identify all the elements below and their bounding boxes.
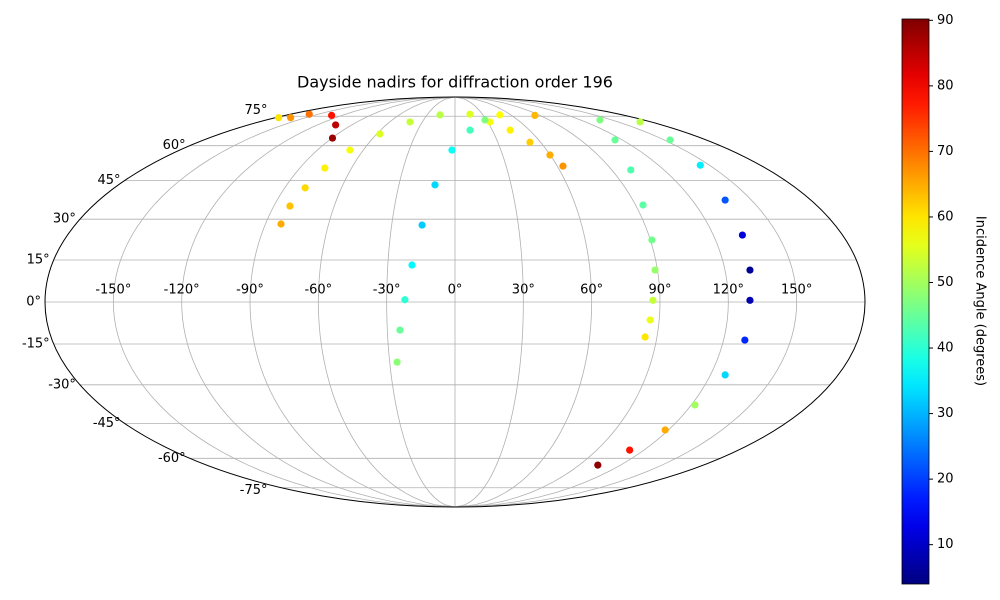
x-tick-label: 60°	[580, 283, 603, 298]
point	[559, 162, 567, 170]
colorbar-tick-label: 40	[937, 341, 954, 356]
point	[328, 134, 337, 142]
colorbar-label: Incidence Angle (degrees)	[973, 216, 988, 386]
colorbar-tick-label: 10	[937, 537, 954, 552]
y-tick-label: 60°	[163, 138, 186, 153]
point	[639, 201, 647, 209]
y-tick-label: -15°	[22, 336, 50, 351]
x-tick-label: -120°	[164, 283, 200, 298]
colorbar	[901, 18, 930, 585]
point	[408, 261, 416, 269]
y-tick-label: 30°	[53, 212, 76, 227]
y-tick-label: -45°	[93, 416, 121, 431]
point	[286, 202, 294, 210]
point	[496, 111, 504, 119]
x-tick-label: -90°	[236, 283, 264, 298]
colorbar-tick-label: 60	[937, 209, 954, 224]
point	[666, 136, 674, 144]
point	[436, 111, 444, 119]
point	[277, 220, 285, 228]
chart-title: Dayside nadirs for diffraction order 196	[297, 73, 613, 92]
point	[332, 121, 340, 129]
point	[481, 116, 489, 124]
point	[721, 371, 729, 379]
x-tick-label: 150°	[781, 283, 812, 298]
y-tick-label: 0°	[26, 295, 41, 310]
points	[275, 110, 754, 469]
grid	[45, 96, 865, 508]
x-tick-label: -60°	[304, 283, 332, 298]
point	[649, 296, 657, 304]
y-tick-label: -60°	[158, 451, 186, 466]
colorbar-tick-label: 30	[937, 406, 954, 421]
x-tick-label: 0°	[448, 283, 463, 298]
point	[721, 196, 729, 204]
point	[651, 266, 659, 274]
point	[275, 114, 283, 122]
x-tick-label: 120°	[713, 283, 744, 298]
point	[401, 296, 409, 304]
y-tick-label: 45°	[98, 173, 121, 188]
point	[321, 164, 329, 172]
colorbar-ticks: 10 20 30 40 50 60 70 80 90	[929, 13, 954, 552]
point	[396, 326, 404, 334]
colorbar-tick-label: 20	[937, 472, 954, 487]
point	[661, 426, 669, 434]
point	[648, 236, 656, 244]
y-tick-label: -75°	[240, 483, 268, 498]
point	[746, 296, 754, 304]
point	[466, 126, 474, 134]
x-tick-label: -150°	[95, 283, 131, 298]
point	[738, 231, 747, 239]
point	[741, 336, 749, 344]
point	[626, 446, 634, 454]
point	[287, 114, 295, 122]
y-tick-label: -30°	[48, 377, 76, 392]
labels: -150° -120° -90° -60° -30° 0° 30° 60° 90° 120° 150…	[22, 103, 812, 498]
point	[328, 111, 336, 120]
point	[611, 136, 619, 144]
x-tick-label: 30°	[512, 283, 535, 298]
point	[641, 333, 649, 341]
colorbar-tick-label: 90	[937, 13, 954, 28]
colorbar-tick-label: 80	[937, 78, 954, 93]
point	[393, 358, 401, 366]
x-tick-label: 90°	[648, 283, 671, 298]
point	[406, 118, 414, 126]
point	[506, 126, 514, 134]
point	[746, 266, 754, 274]
point	[376, 130, 384, 138]
y-tick-label: 75°	[244, 103, 267, 118]
point	[636, 118, 644, 126]
point	[627, 166, 635, 174]
point	[431, 181, 439, 189]
point	[546, 151, 554, 159]
y-tick-label: 15°	[27, 253, 50, 268]
point	[531, 111, 539, 120]
point	[305, 110, 313, 118]
point	[448, 146, 456, 154]
colorbar-tick-label: 70	[937, 144, 954, 159]
point	[691, 401, 699, 409]
point	[418, 221, 426, 229]
point	[696, 161, 704, 169]
point	[594, 461, 602, 469]
map-outline	[44, 96, 866, 508]
point	[596, 116, 604, 124]
point	[346, 146, 354, 154]
point	[646, 316, 654, 324]
colorbar-tick-label: 50	[937, 275, 954, 290]
point	[301, 184, 309, 192]
x-tick-label: -30°	[373, 283, 401, 298]
point	[466, 110, 474, 118]
point	[526, 138, 534, 146]
